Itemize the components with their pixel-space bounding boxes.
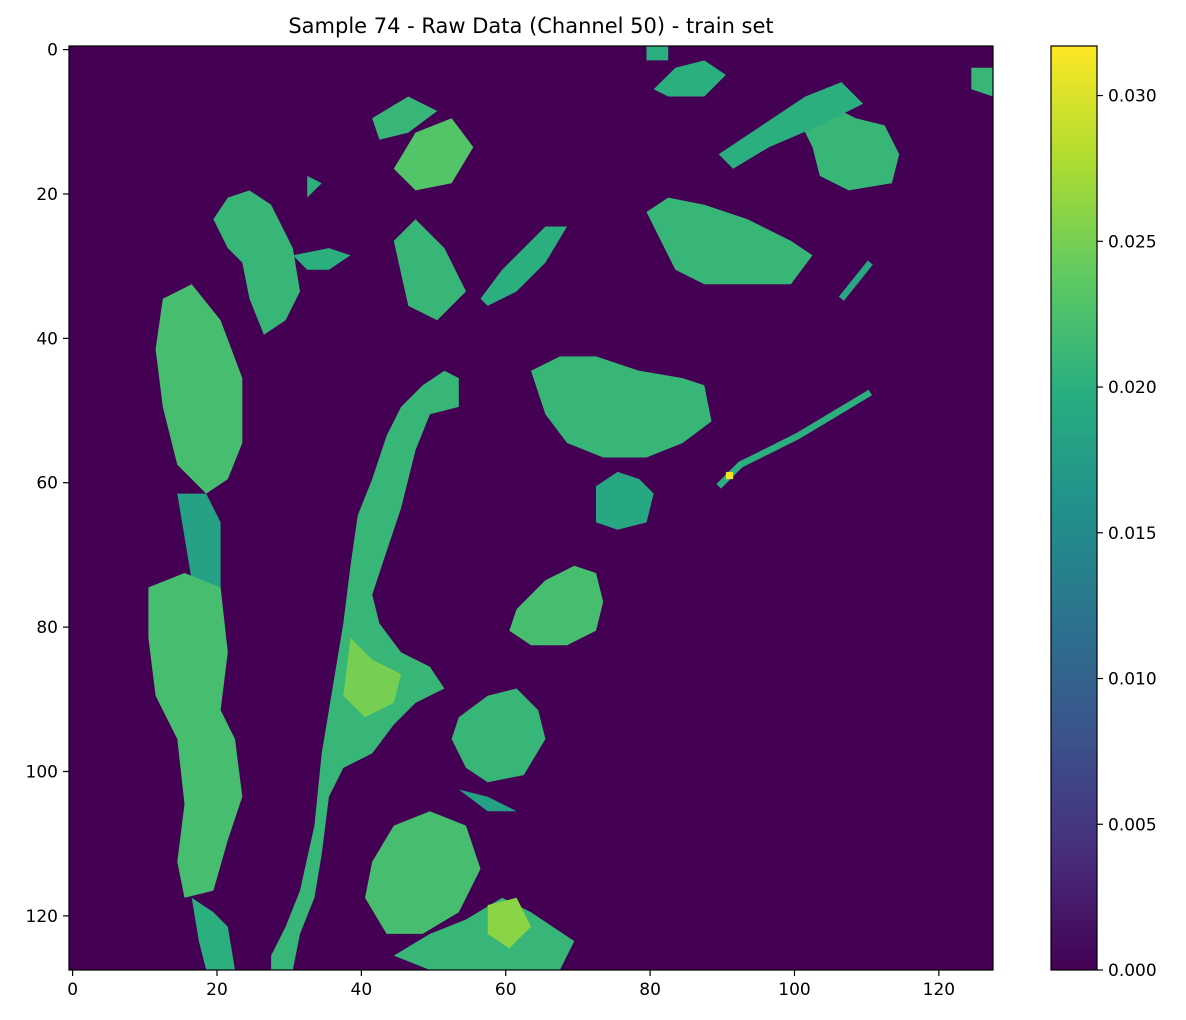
chart-title: Sample 74 - Raw Data (Channel 50) - trai…	[288, 14, 773, 38]
colorbar-tick-label: 0.020	[1108, 378, 1157, 398]
heatmap-region	[971, 67, 993, 97]
colorbar-tick-label: 0.025	[1108, 232, 1157, 252]
heatmap-region	[372, 96, 438, 140]
heatmap-region	[191, 897, 235, 970]
heatmap-region	[343, 637, 402, 718]
x-tick-label: 60	[495, 980, 517, 1000]
heatmap-streak	[838, 260, 873, 301]
heatmap-region	[213, 190, 300, 335]
heatmap-region	[155, 284, 243, 494]
heatmap-region	[531, 356, 712, 458]
heatmap-streak	[716, 389, 872, 489]
heatmap-region	[393, 118, 474, 191]
y-tick-label: 60	[36, 474, 58, 494]
colorbar-tick-label: 0.030	[1108, 87, 1157, 107]
colorbar-tick-label: 0.005	[1108, 815, 1157, 835]
heatmap-region	[148, 573, 243, 898]
heatmap-region	[451, 688, 546, 783]
colorbar-ticks: 0.000 0.005 0.010 0.015 0.020 0.025 0.030	[1097, 87, 1157, 981]
x-tick-label: 80	[639, 980, 661, 1000]
heatmap-region	[365, 811, 481, 934]
heatmap-region	[307, 175, 322, 198]
x-tick-label: 20	[206, 980, 228, 1000]
heatmap-plot-area	[68, 45, 994, 971]
colorbar-tick-label: 0.010	[1108, 670, 1157, 690]
heatmap-region	[798, 103, 900, 191]
heatmap-region	[646, 197, 813, 285]
colorbar: 0.000 0.005 0.010 0.015 0.020 0.025 0.030	[1050, 45, 1157, 981]
heatmap-region	[393, 897, 575, 970]
x-axis: 0 20 40 60 80 100 120	[67, 970, 955, 1000]
heatmap-region	[458, 789, 517, 812]
heatmap-region	[393, 219, 466, 321]
heatmap-region	[292, 248, 351, 270]
x-tick-label: 0	[67, 980, 78, 1000]
x-tick-label: 120	[923, 980, 955, 1000]
heatmap-region	[177, 493, 221, 588]
colorbar-tick-label: 0.015	[1108, 524, 1157, 544]
y-tick-label: 100	[26, 762, 58, 782]
heatmap-region	[480, 226, 568, 306]
heatmap-region	[718, 82, 864, 169]
y-tick-label: 0	[47, 41, 58, 61]
y-axis: 0 20 40 60 80 100 120	[26, 41, 69, 927]
y-tick-label: 40	[36, 329, 58, 349]
heatmap-cells	[148, 46, 993, 970]
colorbar-gradient	[1050, 45, 1098, 971]
y-tick-label: 120	[26, 907, 58, 927]
heatmap-region	[646, 46, 669, 61]
y-tick-label: 20	[36, 185, 58, 205]
heatmap-peak-cell	[725, 471, 734, 480]
colorbar-tick-label: 0.000	[1108, 961, 1157, 981]
heatmap-region	[509, 565, 604, 646]
plot-frame	[68, 45, 994, 971]
y-tick-label: 80	[36, 618, 58, 638]
x-tick-label: 100	[778, 980, 810, 1000]
heatmap-region	[653, 60, 726, 97]
heatmap-region	[487, 897, 531, 949]
x-tick-label: 40	[351, 980, 373, 1000]
heatmap-region	[596, 471, 654, 530]
